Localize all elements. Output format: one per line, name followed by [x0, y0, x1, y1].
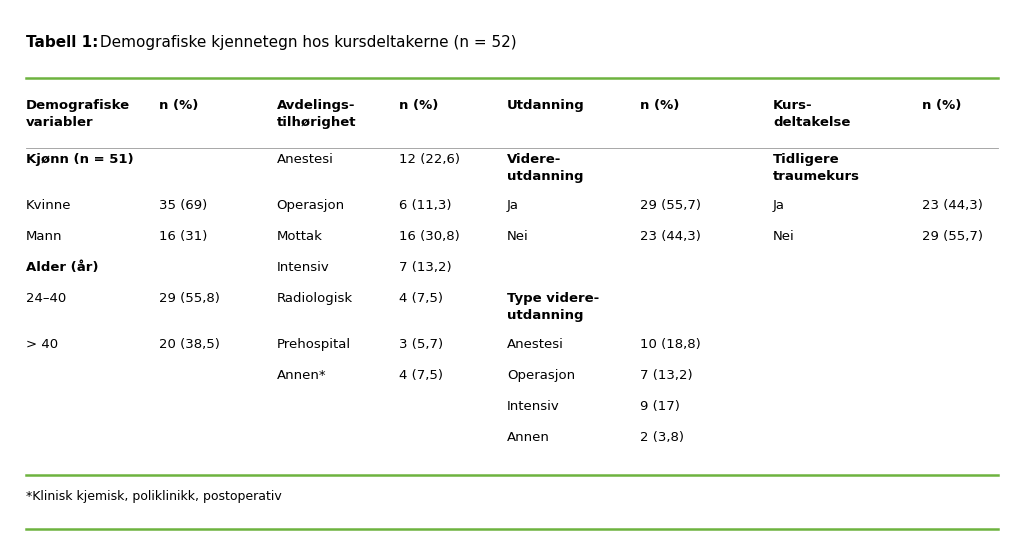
- Text: Intensiv: Intensiv: [276, 261, 330, 274]
- Text: Kurs-
deltakelse: Kurs- deltakelse: [773, 99, 851, 129]
- Text: Prehospital: Prehospital: [276, 338, 350, 351]
- Text: 7 (13,2): 7 (13,2): [640, 369, 692, 382]
- Text: n (%): n (%): [640, 99, 679, 112]
- Text: 23 (44,3): 23 (44,3): [922, 199, 982, 212]
- Text: 16 (31): 16 (31): [159, 230, 207, 243]
- Text: 3 (5,7): 3 (5,7): [399, 338, 443, 351]
- Text: Anestesi: Anestesi: [507, 338, 564, 351]
- Text: 9 (17): 9 (17): [640, 400, 680, 413]
- Text: Mann: Mann: [26, 230, 62, 243]
- Text: Ja: Ja: [773, 199, 785, 212]
- Text: > 40: > 40: [26, 338, 57, 351]
- Text: Tidligere
traumekurs: Tidligere traumekurs: [773, 153, 860, 183]
- Text: 20 (38,5): 20 (38,5): [159, 338, 219, 351]
- Text: Anestesi: Anestesi: [276, 153, 334, 166]
- Text: n (%): n (%): [922, 99, 961, 112]
- Text: Mottak: Mottak: [276, 230, 323, 243]
- Text: Radiologisk: Radiologisk: [276, 292, 352, 305]
- Text: n (%): n (%): [399, 99, 438, 112]
- Text: Annen: Annen: [507, 431, 550, 444]
- Text: 29 (55,7): 29 (55,7): [922, 230, 983, 243]
- Text: Intensiv: Intensiv: [507, 400, 560, 413]
- Text: 29 (55,7): 29 (55,7): [640, 199, 701, 212]
- Text: Ja: Ja: [507, 199, 519, 212]
- Text: 4 (7,5): 4 (7,5): [399, 292, 443, 305]
- Text: 23 (44,3): 23 (44,3): [640, 230, 700, 243]
- Text: Tabell 1:: Tabell 1:: [26, 35, 98, 50]
- Text: Kjønn (n = 51): Kjønn (n = 51): [26, 153, 133, 166]
- Text: Utdanning: Utdanning: [507, 99, 585, 112]
- Text: 12 (22,6): 12 (22,6): [399, 153, 461, 166]
- Text: Nei: Nei: [507, 230, 528, 243]
- Text: 29 (55,8): 29 (55,8): [159, 292, 219, 305]
- Text: 2 (3,8): 2 (3,8): [640, 431, 684, 444]
- Text: 35 (69): 35 (69): [159, 199, 207, 212]
- Text: Alder (år): Alder (år): [26, 261, 98, 274]
- Text: Operasjon: Operasjon: [507, 369, 575, 382]
- Text: 7 (13,2): 7 (13,2): [399, 261, 452, 274]
- Text: Demografiske
variabler: Demografiske variabler: [26, 99, 130, 129]
- Text: Avdelings-
tilhørighet: Avdelings- tilhørighet: [276, 99, 356, 129]
- Text: *Klinisk kjemisk, poliklinikk, postoperativ: *Klinisk kjemisk, poliklinikk, postopera…: [26, 490, 282, 503]
- Text: 24–40: 24–40: [26, 292, 66, 305]
- Text: 6 (11,3): 6 (11,3): [399, 199, 452, 212]
- Text: Videre-
utdanning: Videre- utdanning: [507, 153, 584, 183]
- Text: Demografiske kjennetegn hos kursdeltakerne (n = 52): Demografiske kjennetegn hos kursdeltaker…: [95, 35, 517, 50]
- Text: n (%): n (%): [159, 99, 198, 112]
- Text: Annen*: Annen*: [276, 369, 326, 382]
- Text: 4 (7,5): 4 (7,5): [399, 369, 443, 382]
- Text: Operasjon: Operasjon: [276, 199, 345, 212]
- Text: Type videre-
utdanning: Type videre- utdanning: [507, 292, 599, 322]
- Text: Kvinne: Kvinne: [26, 199, 71, 212]
- Text: Nei: Nei: [773, 230, 795, 243]
- Text: 16 (30,8): 16 (30,8): [399, 230, 460, 243]
- Text: 10 (18,8): 10 (18,8): [640, 338, 700, 351]
